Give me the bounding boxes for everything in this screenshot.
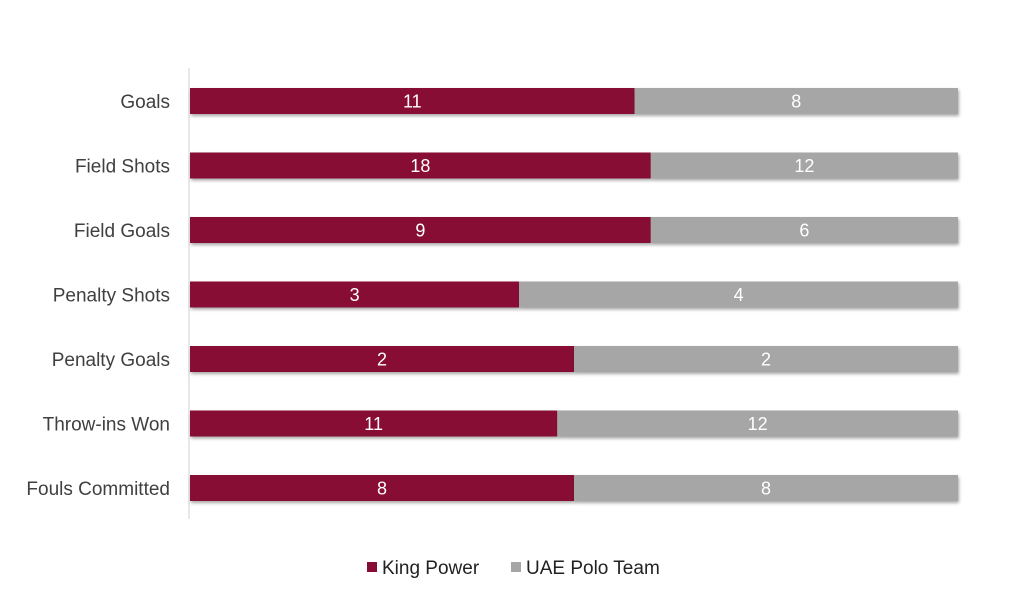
data-label: 6 (799, 221, 809, 241)
legend-label: King Power (382, 558, 480, 579)
bar-king-power (190, 88, 635, 114)
data-label: 4 (734, 285, 744, 305)
category-label: Fouls Committed (26, 479, 170, 500)
category-label: Field Goals (74, 221, 170, 242)
legend-label: UAE Polo Team (526, 558, 660, 579)
data-label: 11 (364, 414, 383, 434)
data-label: 18 (410, 156, 430, 176)
bar-uae-polo-team (574, 475, 958, 501)
category-label: Penalty Goals (52, 350, 170, 371)
bar-king-power (190, 410, 558, 437)
category-label: Throw-ins Won (43, 415, 170, 436)
bar-king-power (190, 281, 520, 308)
legend-swatch (367, 562, 377, 572)
bar-king-power (190, 346, 574, 372)
data-label: 2 (377, 350, 387, 370)
data-label: 3 (350, 285, 360, 305)
data-label: 12 (794, 156, 814, 176)
data-label: 8 (791, 92, 801, 112)
data-label: 8 (761, 479, 771, 499)
bar-king-power (190, 152, 651, 179)
bar-king-power (190, 475, 574, 501)
data-label: 9 (415, 221, 425, 241)
data-label: 11 (403, 92, 422, 112)
legend: King Power UAE Polo Team (367, 558, 660, 579)
data-label: 8 (377, 479, 387, 499)
data-label: 12 (748, 414, 768, 434)
bar-king-power (190, 217, 651, 243)
legend-swatch (511, 562, 521, 572)
category-label: Penalty Shots (53, 286, 170, 307)
data-label: 2 (761, 350, 771, 370)
bar-uae-polo-team (557, 410, 958, 437)
bar-uae-polo-team (650, 217, 958, 243)
category-labels: Goals Field Shots Field Goals Penalty Shots… (26, 92, 170, 500)
bar-uae-polo-team (634, 88, 958, 114)
bar-uae-polo-team (519, 281, 958, 308)
bars-layer: 11 8 18 12 9 6 3 4 2 2 11 12 8 8 (190, 88, 958, 501)
bar-uae-polo-team (574, 346, 958, 372)
category-label: Field Shots (75, 157, 170, 178)
bar-uae-polo-team (650, 152, 958, 179)
category-label: Goals (120, 92, 170, 113)
